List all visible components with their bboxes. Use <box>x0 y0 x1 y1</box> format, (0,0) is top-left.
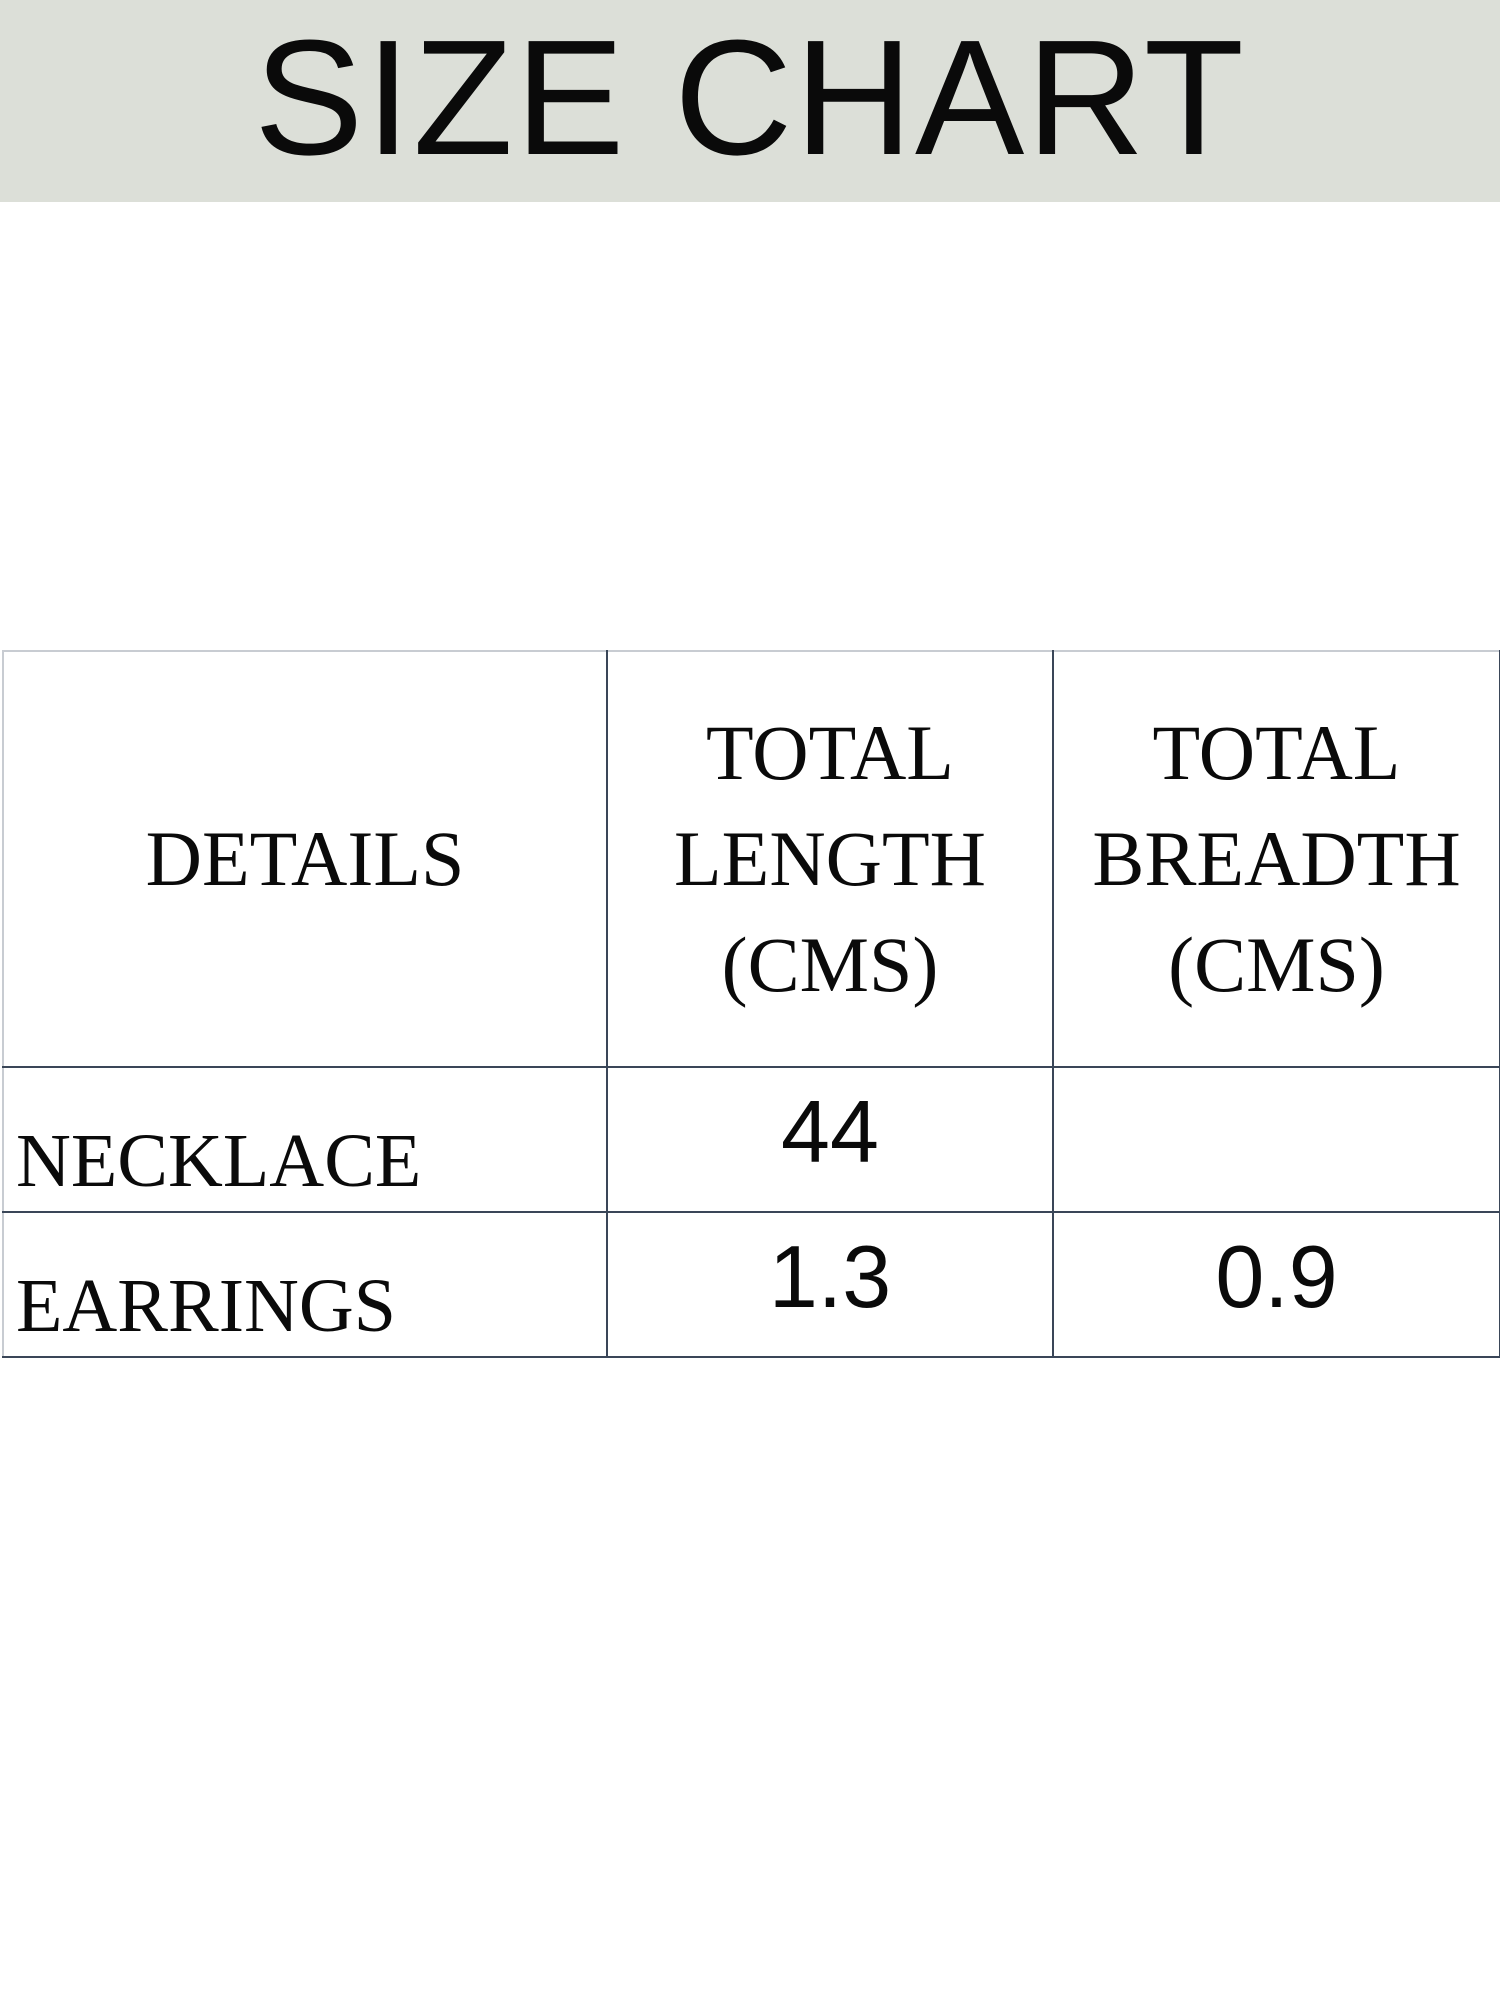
column-header-line: LENGTH <box>674 815 986 902</box>
column-header-line: DETAILS <box>145 815 465 902</box>
earrings-length-value: 1.3 <box>768 1226 892 1326</box>
row-label-necklace: NECKLACE <box>2 1066 608 1213</box>
table-header-row: DETAILS TOTAL LENGTH (CMS) TOTAL BREADTH… <box>2 650 1500 1068</box>
column-header-line: TOTAL <box>1152 709 1401 796</box>
column-header-line: (CMS) <box>1168 921 1385 1008</box>
page-title: SIZE CHART <box>254 6 1246 189</box>
earrings-breadth-value: 0.9 <box>1215 1226 1338 1326</box>
earrings-breadth-cell: 0.9 <box>1052 1211 1500 1358</box>
earrings-length-cell: 1.3 <box>606 1211 1054 1358</box>
column-header-line: (CMS) <box>721 921 939 1008</box>
necklace-length-cell: 44 <box>606 1066 1054 1213</box>
necklace-length-value: 44 <box>781 1081 879 1181</box>
necklace-breadth-cell <box>1052 1066 1500 1213</box>
column-header-total-breadth: TOTAL BREADTH (CMS) <box>1052 650 1500 1068</box>
column-header-details: DETAILS <box>2 650 608 1068</box>
header-band: SIZE CHART <box>0 0 1500 202</box>
row-label-earrings: EARRINGS <box>2 1211 608 1358</box>
size-table: DETAILS TOTAL LENGTH (CMS) TOTAL BREADTH… <box>2 650 1500 1358</box>
column-header-total-length: TOTAL LENGTH (CMS) <box>606 650 1054 1068</box>
column-header-line: TOTAL <box>706 709 954 796</box>
table-row: EARRINGS 1.3 0.9 <box>2 1211 1500 1358</box>
column-header-line: BREADTH <box>1092 815 1461 902</box>
table-row: NECKLACE 44 <box>2 1066 1500 1213</box>
